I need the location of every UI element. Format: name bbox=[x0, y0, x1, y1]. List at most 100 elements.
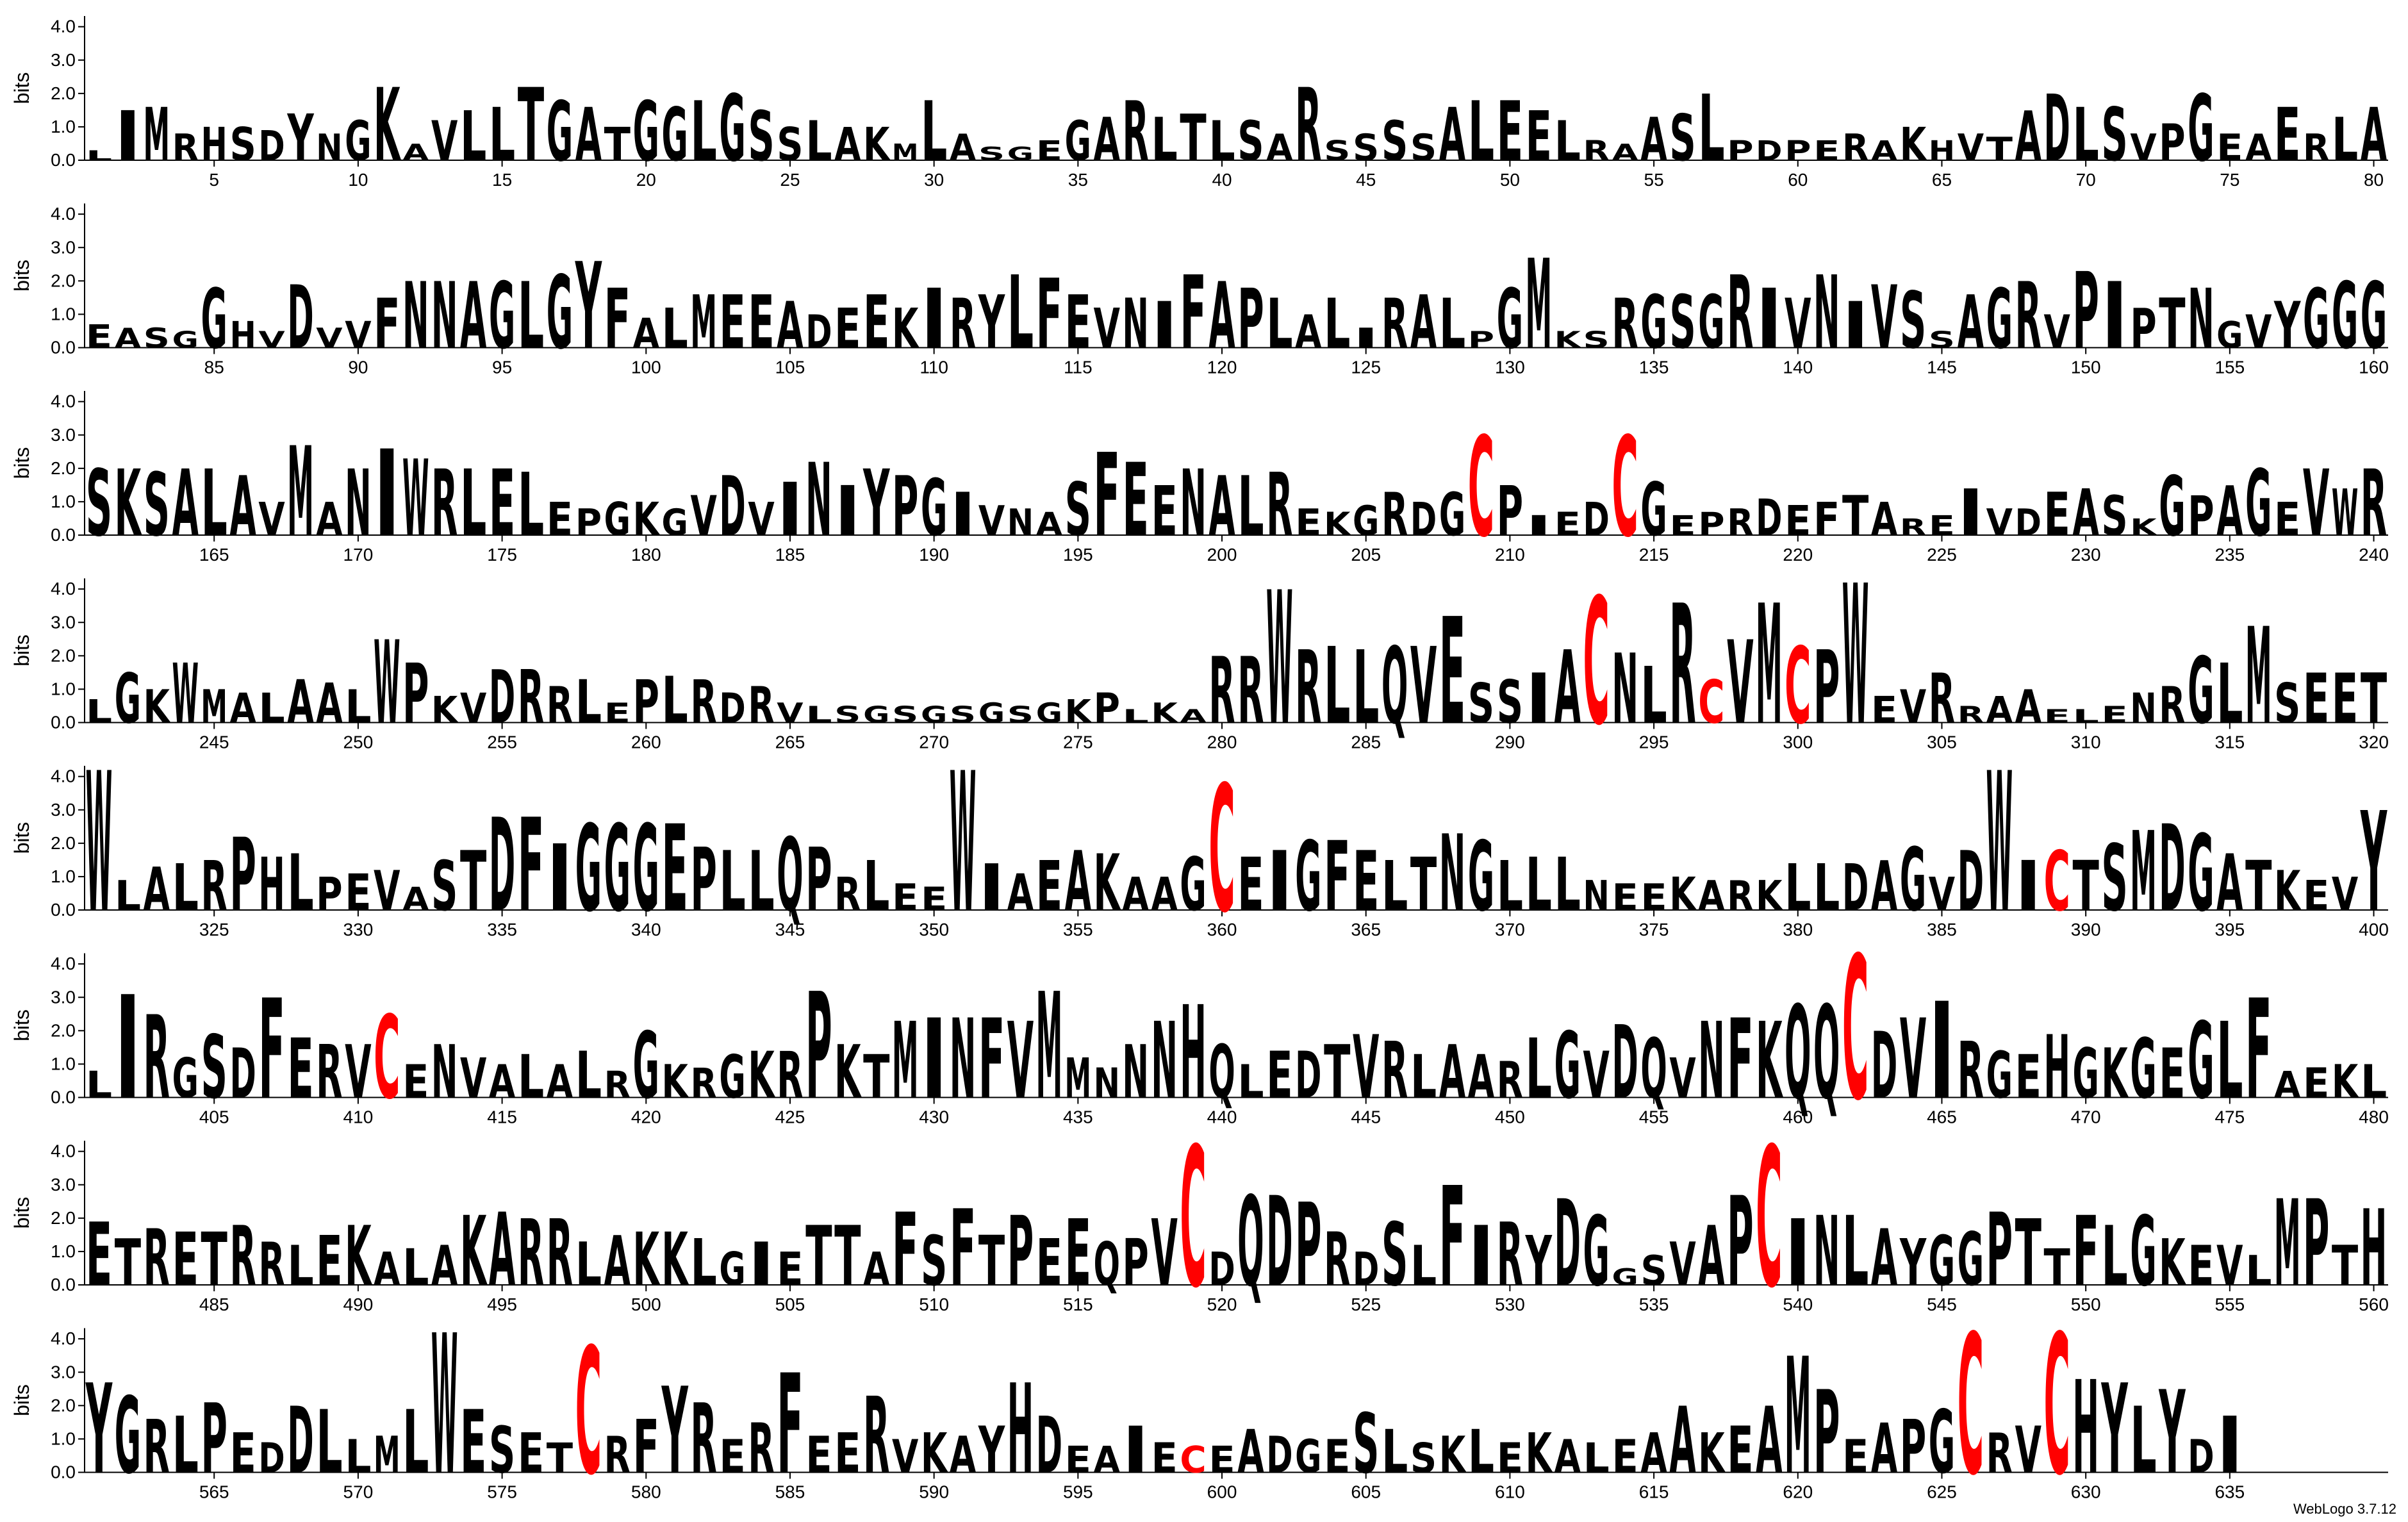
logo-letter: L bbox=[1698, 76, 1724, 183]
logo-letter: G bbox=[2332, 263, 2358, 370]
x-tick-label: 270 bbox=[919, 732, 949, 752]
logo-letter: G bbox=[1036, 697, 1062, 729]
logo-letter: P bbox=[316, 868, 342, 921]
x-tick-label: 5 bbox=[209, 170, 219, 190]
logo-letter: F bbox=[777, 1346, 803, 1505]
logo-letter: P bbox=[1727, 1171, 1753, 1315]
logo-letter: A bbox=[2072, 476, 2099, 550]
logo-letter: V bbox=[1958, 126, 1984, 169]
logo-letter: V bbox=[431, 110, 458, 174]
logo-letter: R bbox=[2015, 263, 2041, 370]
logo-letter: G bbox=[2361, 263, 2387, 370]
logo-letter: N bbox=[950, 996, 976, 1123]
logo-letter: V bbox=[1785, 285, 1811, 365]
x-tick-label: 90 bbox=[348, 358, 368, 377]
logo-letter: Q bbox=[1813, 979, 1840, 1129]
logo-letter: M bbox=[892, 139, 918, 166]
logo-letter: N bbox=[1180, 451, 1206, 558]
logo-letter: G bbox=[2188, 76, 2214, 183]
logo-letter: D bbox=[2044, 76, 2070, 183]
logo-letter: L bbox=[1468, 1418, 1494, 1487]
logo-letter: E bbox=[2332, 659, 2358, 740]
logo-letter: N bbox=[2188, 272, 2214, 368]
x-tick-label: 545 bbox=[1927, 1295, 1957, 1314]
logo-letter: D bbox=[1583, 493, 1610, 546]
x-tick-label: 360 bbox=[1207, 920, 1237, 939]
logo-letter: A bbox=[575, 93, 602, 178]
logo-letter: G bbox=[575, 800, 602, 938]
logo-letter: K bbox=[1756, 872, 1783, 920]
logo-letter: L bbox=[719, 834, 745, 931]
logo-letter: E bbox=[1065, 280, 1091, 365]
logo-letter: S bbox=[1381, 1205, 1408, 1306]
logo-letter: A bbox=[950, 1426, 976, 1484]
x-tick-label: 140 bbox=[1783, 358, 1813, 377]
logo-letter: S bbox=[431, 847, 458, 927]
logo-letter: C bbox=[1180, 1438, 1206, 1481]
logo-letter: V bbox=[1007, 1000, 1034, 1123]
logo-letter: A bbox=[1871, 493, 1897, 546]
x-tick-label: 355 bbox=[1063, 920, 1093, 939]
logo-letter: K bbox=[460, 1196, 488, 1308]
x-tick-label: 60 bbox=[1788, 170, 1808, 190]
logo-letter: R bbox=[1958, 1026, 1984, 1116]
logo-letter: F bbox=[633, 1405, 659, 1490]
logo-letter: L bbox=[1237, 459, 1264, 556]
x-tick-label: 620 bbox=[1783, 1482, 1813, 1502]
logo-letter: L bbox=[1353, 629, 1379, 747]
logo-letter: L bbox=[258, 684, 285, 732]
logo-letter: E bbox=[1237, 843, 1264, 928]
y-axis-label: bits bbox=[10, 822, 33, 854]
logo-letter: V bbox=[2044, 305, 2070, 358]
logo-letter: V bbox=[345, 1030, 371, 1115]
x-tick-label: 325 bbox=[199, 920, 229, 939]
logo-letter: K bbox=[2159, 1226, 2187, 1300]
logo-letter: V bbox=[748, 493, 774, 546]
logo-letter: N bbox=[805, 442, 832, 559]
logo-letter: F bbox=[2245, 971, 2272, 1130]
logo-letter: G bbox=[2130, 1196, 2156, 1308]
x-tick-label: 565 bbox=[199, 1482, 229, 1502]
logo-letter: E bbox=[1036, 1226, 1062, 1300]
logo-letter: E bbox=[1295, 501, 1321, 544]
logo-letter: G bbox=[1986, 272, 2013, 368]
logo-letter: N bbox=[1813, 254, 1840, 372]
logo-letter: A bbox=[1237, 1418, 1264, 1487]
logo-letter: A bbox=[1094, 106, 1120, 175]
logo-letter: S bbox=[834, 701, 861, 728]
logo-letter: V bbox=[374, 860, 400, 923]
x-tick-label: 460 bbox=[1783, 1107, 1813, 1127]
logo-letter: W bbox=[1842, 545, 1868, 768]
logo-letter: G bbox=[1180, 843, 1206, 928]
x-tick-label: 610 bbox=[1495, 1482, 1525, 1502]
logo-letter: G bbox=[633, 85, 659, 181]
logo-letter: E bbox=[1036, 847, 1062, 927]
logo-letter: I bbox=[1151, 289, 1177, 363]
logo-letter: A bbox=[287, 668, 313, 737]
logo-letter: A bbox=[1612, 139, 1638, 166]
logo-letter: L bbox=[172, 851, 199, 925]
logo-letter: S bbox=[144, 322, 170, 354]
logo-letter: G bbox=[863, 701, 889, 728]
logo-letter: V bbox=[2303, 451, 2329, 558]
logo-letter: T bbox=[2361, 659, 2387, 740]
y-tick-label: 1.0 bbox=[51, 1054, 76, 1073]
logo-letter: H bbox=[2044, 1018, 2070, 1119]
logo-letter: E bbox=[172, 1218, 199, 1303]
logo-letter: W bbox=[431, 1295, 458, 1518]
logo-letter: G bbox=[1295, 821, 1321, 933]
y-tick-label: 0.0 bbox=[51, 1462, 76, 1482]
logo-letter: L bbox=[1526, 1022, 1552, 1118]
logo-letter: R bbox=[1986, 1422, 2013, 1485]
logo-letter: R bbox=[690, 1059, 716, 1107]
logo-letter: Q bbox=[1208, 1030, 1235, 1115]
logo-letter: E bbox=[1669, 509, 1695, 542]
logo-letter: R bbox=[2303, 126, 2329, 169]
logo-letter: N bbox=[1439, 812, 1465, 935]
logo-letter: E bbox=[1612, 1430, 1638, 1483]
x-tick-label: 70 bbox=[2076, 170, 2096, 190]
logo-letter: L bbox=[2072, 706, 2099, 727]
logo-letter: E bbox=[1727, 1414, 1753, 1488]
logo-letter: E bbox=[2303, 872, 2329, 920]
x-tick-label: 335 bbox=[487, 920, 517, 939]
